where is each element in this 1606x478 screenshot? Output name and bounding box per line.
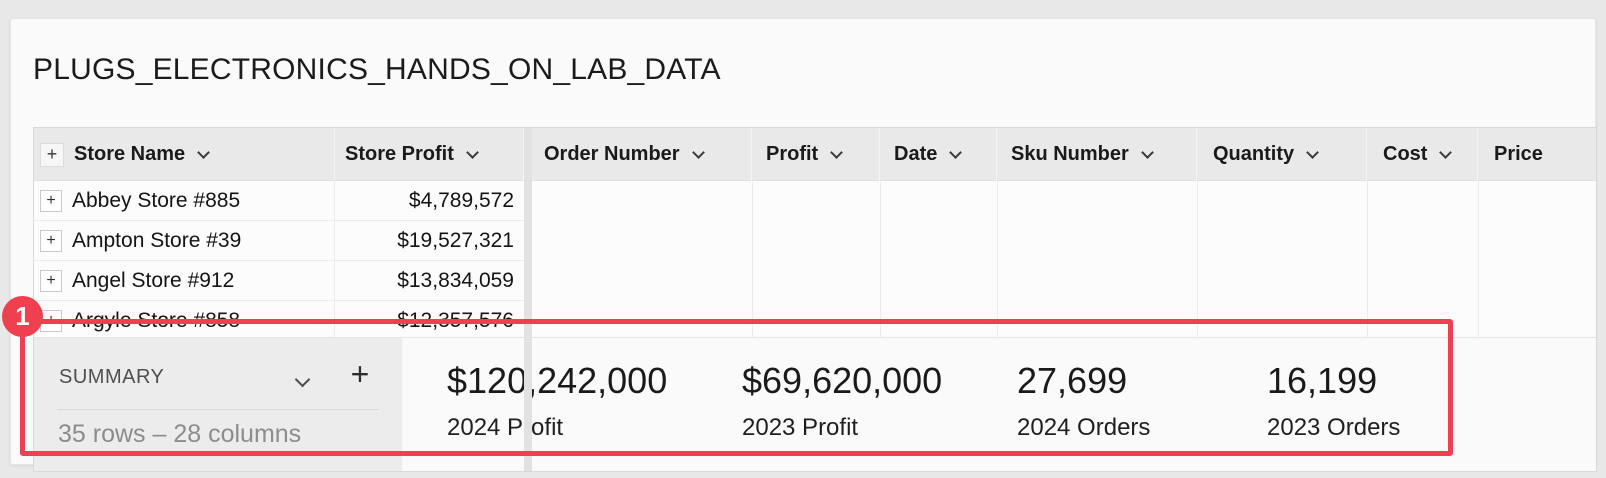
table-header-row: + Store Name Store Profit Order Number P… bbox=[34, 128, 1596, 181]
column-header-cost[interactable]: Cost bbox=[1367, 128, 1478, 181]
store-profit-cell[interactable]: $4,789,572 bbox=[408, 188, 514, 212]
annotation-badge: 1 bbox=[2, 296, 43, 337]
expand-row-icon[interactable]: + bbox=[40, 309, 62, 332]
column-divider bbox=[997, 181, 998, 337]
column-divider bbox=[1478, 181, 1479, 337]
chevron-down-icon[interactable] bbox=[466, 145, 479, 159]
column-divider bbox=[880, 181, 881, 337]
column-header-store-profit[interactable]: Store Profit bbox=[335, 128, 524, 181]
column-header-label: Order Number bbox=[544, 143, 680, 165]
column-header-label: Store Name bbox=[74, 143, 186, 165]
metric-label: 2023 Profit bbox=[742, 414, 859, 441]
summary-title: SUMMARY bbox=[59, 366, 165, 388]
expand-row-icon[interactable]: + bbox=[40, 269, 62, 292]
expand-row-icon[interactable]: + bbox=[40, 189, 62, 212]
table-row[interactable]: + Abbey Store #885 $4,789,572 bbox=[34, 181, 524, 221]
empty-cells-region[interactable] bbox=[532, 181, 1596, 337]
store-profit-cell[interactable]: $19,527,321 bbox=[397, 228, 514, 252]
data-table: + Store Name Store Profit Order Number P… bbox=[33, 127, 1597, 472]
column-divider bbox=[752, 181, 753, 337]
metric-value: $120,242,000 bbox=[447, 360, 668, 401]
column-header-label: Cost bbox=[1383, 143, 1428, 165]
column-header-label: Price bbox=[1494, 143, 1543, 165]
chevron-down-icon[interactable] bbox=[691, 145, 705, 159]
column-header-date[interactable]: Date bbox=[880, 128, 997, 181]
column-header-label: Quantity bbox=[1213, 143, 1295, 165]
table-row[interactable]: + Argyle Store #858 $12,357,576 bbox=[34, 301, 524, 341]
store-name-value: Abbey Store #885 bbox=[72, 188, 241, 212]
store-name-cell[interactable]: + Angel Store #912 bbox=[34, 261, 335, 300]
table-row[interactable]: + Angel Store #912 $13,834,059 bbox=[34, 261, 524, 301]
store-name-value: Argyle Store #858 bbox=[72, 308, 241, 332]
metric-value: $69,620,000 bbox=[742, 360, 943, 401]
store-name-cell[interactable]: + Abbey Store #885 bbox=[34, 181, 335, 220]
metric-label: 2024 Orders bbox=[1017, 414, 1151, 441]
column-header-store-name[interactable]: + Store Name bbox=[34, 128, 335, 181]
metric-value: 27,699 bbox=[1017, 360, 1128, 401]
frozen-pane-divider[interactable] bbox=[524, 128, 532, 471]
column-header-label: Date bbox=[894, 143, 938, 165]
summary-divider bbox=[57, 409, 379, 410]
chevron-down-icon[interactable] bbox=[197, 145, 211, 159]
column-header-label: Store Profit bbox=[345, 143, 454, 165]
store-name-value: Angel Store #912 bbox=[72, 268, 235, 292]
metric-label: 2023 Orders bbox=[1267, 414, 1401, 441]
column-header-quantity[interactable]: Quantity bbox=[1197, 128, 1367, 181]
store-name-value: Ampton Store #39 bbox=[72, 228, 242, 252]
column-header-profit[interactable]: Profit bbox=[752, 128, 880, 181]
chevron-down-icon[interactable] bbox=[1439, 145, 1453, 159]
chevron-down-icon[interactable] bbox=[830, 145, 844, 159]
store-name-cell[interactable]: + Argyle Store #858 bbox=[34, 301, 335, 340]
metric-label: 2024 Profit bbox=[447, 414, 564, 441]
chevron-down-icon[interactable] bbox=[949, 145, 963, 159]
metric-value: 16,199 bbox=[1267, 360, 1378, 401]
store-name-cell[interactable]: + Ampton Store #39 bbox=[34, 221, 335, 260]
column-divider bbox=[1197, 181, 1198, 337]
summary-bar: SUMMARY + 35 rows – 28 columns $120,242,… bbox=[34, 337, 1596, 471]
expand-row-icon[interactable]: + bbox=[40, 229, 62, 252]
store-profit-cell[interactable]: $13,834,059 bbox=[397, 268, 514, 292]
worksheet-card: PLUGS_ELECTRONICS_HANDS_ON_LAB_DATA + St… bbox=[10, 18, 1597, 472]
summary-chevron-down-icon[interactable] bbox=[294, 371, 311, 388]
column-header-price[interactable]: Price bbox=[1478, 128, 1596, 181]
column-header-label: Profit bbox=[766, 143, 819, 165]
column-divider bbox=[1367, 181, 1368, 337]
store-profit-cell[interactable]: $12,357,576 bbox=[397, 308, 514, 332]
column-header-order-number[interactable]: Order Number bbox=[532, 128, 752, 181]
summary-add-button[interactable]: + bbox=[350, 356, 370, 392]
row-column-count: 35 rows – 28 columns bbox=[58, 420, 302, 448]
column-header-label: Sku Number bbox=[1011, 143, 1129, 165]
summary-panel: SUMMARY + 35 rows – 28 columns bbox=[34, 338, 402, 471]
column-header-sku-number[interactable]: Sku Number bbox=[997, 128, 1197, 181]
table-row[interactable]: + Ampton Store #39 $19,527,321 bbox=[34, 221, 524, 261]
page-title: PLUGS_ELECTRONICS_HANDS_ON_LAB_DATA bbox=[33, 53, 721, 86]
chevron-down-icon[interactable] bbox=[1140, 145, 1154, 159]
expand-all-icon[interactable]: + bbox=[40, 142, 64, 167]
chevron-down-icon[interactable] bbox=[1306, 145, 1319, 159]
